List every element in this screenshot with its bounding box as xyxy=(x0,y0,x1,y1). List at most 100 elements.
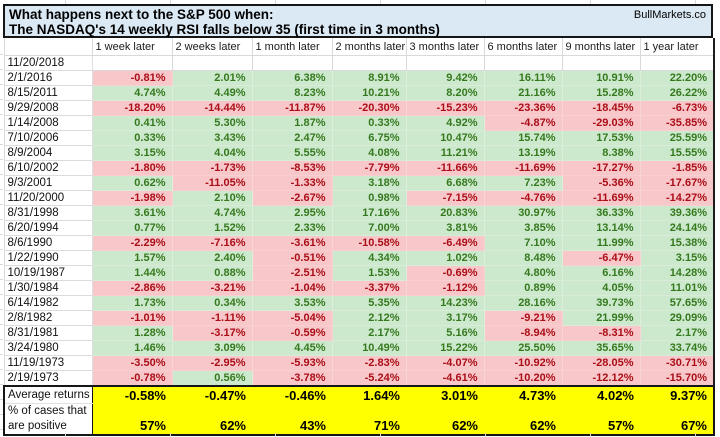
return-cell[interactable]: 1.46% xyxy=(92,340,173,356)
return-cell[interactable] xyxy=(332,55,407,71)
date-cell[interactable]: 8/31/1981 xyxy=(3,325,93,341)
return-cell[interactable]: 57.65% xyxy=(640,295,715,311)
return-cell[interactable]: -2.51% xyxy=(252,265,333,281)
return-cell[interactable]: 3.53% xyxy=(252,295,333,311)
return-cell[interactable]: 3.15% xyxy=(92,145,173,161)
return-cell[interactable]: -4.61% xyxy=(406,370,485,387)
summary-value-cell[interactable]: -0.58% xyxy=(92,385,172,404)
return-cell[interactable]: 8.91% xyxy=(332,70,407,86)
return-cell[interactable]: 14.28% xyxy=(640,265,715,281)
return-cell[interactable]: 4.45% xyxy=(252,340,333,356)
return-cell[interactable]: -28.05% xyxy=(562,355,641,371)
return-cell[interactable]: 25.59% xyxy=(640,130,715,146)
date-cell[interactable]: 7/10/2006 xyxy=(3,130,93,146)
return-cell[interactable]: 6.75% xyxy=(332,130,407,146)
summary-value-cell[interactable]: 57% xyxy=(562,417,640,436)
return-cell[interactable]: 13.14% xyxy=(562,220,641,236)
return-cell[interactable] xyxy=(252,55,333,71)
return-cell[interactable]: -30.71% xyxy=(640,355,715,371)
return-cell[interactable]: 11.21% xyxy=(406,145,485,161)
date-cell[interactable]: 8/15/2011 xyxy=(3,85,93,101)
return-cell[interactable]: -3.78% xyxy=(252,370,333,387)
return-cell[interactable]: 6.68% xyxy=(406,175,485,191)
return-cell[interactable]: -0.59% xyxy=(252,325,333,341)
summary-value-cell[interactable] xyxy=(640,403,715,417)
return-cell[interactable]: 6.16% xyxy=(562,265,641,281)
return-cell[interactable] xyxy=(640,55,715,71)
return-cell[interactable]: -35.85% xyxy=(640,115,715,131)
return-cell[interactable]: -20.30% xyxy=(332,100,407,116)
date-cell[interactable]: 1/30/1984 xyxy=(3,280,93,296)
return-cell[interactable]: 1.02% xyxy=(406,250,485,266)
date-cell[interactable]: 10/19/1987 xyxy=(3,265,93,281)
return-cell[interactable]: 7.23% xyxy=(484,175,563,191)
summary-value-cell[interactable]: 1.64% xyxy=(332,385,406,404)
return-cell[interactable]: 39.36% xyxy=(640,205,715,221)
return-cell[interactable]: 2.40% xyxy=(172,250,253,266)
return-cell[interactable]: 21.99% xyxy=(562,310,641,326)
return-cell[interactable]: 4.74% xyxy=(92,85,173,101)
return-cell[interactable]: 3.09% xyxy=(172,340,253,356)
return-cell[interactable]: 6.38% xyxy=(252,70,333,86)
return-cell[interactable]: -2.86% xyxy=(92,280,173,296)
return-cell[interactable]: 0.33% xyxy=(332,115,407,131)
date-cell[interactable]: 6/14/1982 xyxy=(3,295,93,311)
return-cell[interactable]: 1.52% xyxy=(172,220,253,236)
return-cell[interactable]: -5.24% xyxy=(332,370,407,387)
return-cell[interactable]: -7.16% xyxy=(172,235,253,251)
return-cell[interactable]: 0.77% xyxy=(92,220,173,236)
summary-value-cell[interactable] xyxy=(562,403,640,417)
return-cell[interactable] xyxy=(92,55,173,71)
return-cell[interactable]: -4.87% xyxy=(484,115,563,131)
date-cell[interactable]: 11/20/2018 xyxy=(3,55,93,71)
return-cell[interactable]: 4.05% xyxy=(562,280,641,296)
return-cell[interactable]: 11.99% xyxy=(562,235,641,251)
summary-value-cell[interactable]: 62% xyxy=(406,417,484,436)
date-cell[interactable]: 9/29/2008 xyxy=(3,100,93,116)
return-cell[interactable]: -17.67% xyxy=(640,175,715,191)
return-cell[interactable]: -8.53% xyxy=(252,160,333,176)
return-cell[interactable]: -2.83% xyxy=(332,355,407,371)
date-cell[interactable]: 2/1/2016 xyxy=(3,70,93,86)
return-cell[interactable]: -15.70% xyxy=(640,370,715,387)
return-cell[interactable]: -2.95% xyxy=(172,355,253,371)
return-cell[interactable]: -1.85% xyxy=(640,160,715,176)
return-cell[interactable]: 0.89% xyxy=(484,280,563,296)
return-cell[interactable]: -0.69% xyxy=(406,265,485,281)
return-cell[interactable]: 35.65% xyxy=(562,340,641,356)
return-cell[interactable]: 20.83% xyxy=(406,205,485,221)
return-cell[interactable]: 17.53% xyxy=(562,130,641,146)
summary-value-cell[interactable]: 3.01% xyxy=(406,385,484,404)
return-cell[interactable]: 4.34% xyxy=(332,250,407,266)
return-cell[interactable]: 26.22% xyxy=(640,85,715,101)
return-cell[interactable]: -11.87% xyxy=(252,100,333,116)
return-cell[interactable]: 39.73% xyxy=(562,295,641,311)
date-cell[interactable]: 2/8/1982 xyxy=(3,310,93,326)
return-cell[interactable]: 10.47% xyxy=(406,130,485,146)
return-cell[interactable]: -3.50% xyxy=(92,355,173,371)
return-cell[interactable]: 24.14% xyxy=(640,220,715,236)
return-cell[interactable]: 2.95% xyxy=(252,205,333,221)
return-cell[interactable]: 5.30% xyxy=(172,115,253,131)
return-cell[interactable]: 16.11% xyxy=(484,70,563,86)
return-cell[interactable]: 4.08% xyxy=(332,145,407,161)
return-cell[interactable]: 2.01% xyxy=(172,70,253,86)
date-cell[interactable]: 8/6/1990 xyxy=(3,235,93,251)
return-cell[interactable]: -2.29% xyxy=(92,235,173,251)
return-cell[interactable]: 0.56% xyxy=(172,370,253,387)
return-cell[interactable]: -4.76% xyxy=(484,190,563,206)
return-cell[interactable]: -12.12% xyxy=(562,370,641,387)
return-cell[interactable]: 21.16% xyxy=(484,85,563,101)
return-cell[interactable]: -3.21% xyxy=(172,280,253,296)
return-cell[interactable]: -1.98% xyxy=(92,190,173,206)
summary-value-cell[interactable]: 4.02% xyxy=(562,385,640,404)
return-cell[interactable]: 5.55% xyxy=(252,145,333,161)
return-cell[interactable]: 2.17% xyxy=(640,325,715,341)
return-cell[interactable]: 36.33% xyxy=(562,205,641,221)
date-cell[interactable]: 1/22/1990 xyxy=(3,250,93,266)
return-cell[interactable]: -10.58% xyxy=(332,235,407,251)
summary-value-cell[interactable]: -0.47% xyxy=(172,385,252,404)
return-cell[interactable]: 29.09% xyxy=(640,310,715,326)
return-cell[interactable]: -1.11% xyxy=(172,310,253,326)
return-cell[interactable]: -1.33% xyxy=(252,175,333,191)
